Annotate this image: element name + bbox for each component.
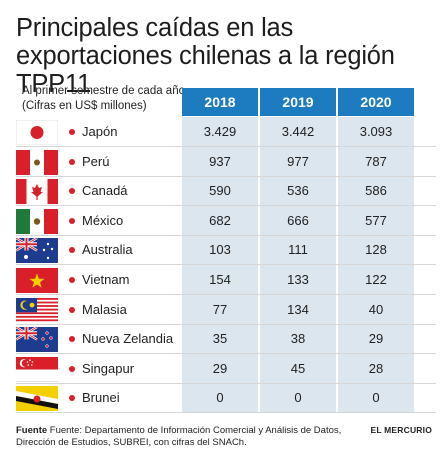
malaysia-flag <box>16 297 58 323</box>
value-cell-2020: 40 <box>368 301 384 317</box>
value-cell-2019: 0 <box>294 390 302 406</box>
value-cell-2020: 586 <box>365 183 387 199</box>
table-row: Canadá 590 536 586 <box>16 176 436 207</box>
row-divider <box>16 294 436 295</box>
value-cell-2018: 3.429 <box>203 124 237 139</box>
bullet-icon <box>69 277 75 283</box>
table-row: Japón 3.429 3.442 3.093 <box>16 117 436 147</box>
value-cell-2018: 0 <box>216 390 224 406</box>
value-cell-2019: 134 <box>287 301 309 317</box>
brunei-flag <box>16 386 58 412</box>
year-header-2019: 2019 <box>260 88 336 116</box>
value-cell-2019: 666 <box>287 212 309 228</box>
value-cell-2018: 682 <box>209 212 231 228</box>
value-cell-2020: 128 <box>365 242 387 258</box>
source-note: Fuente Fuente: Departamento de Informaci… <box>16 425 356 449</box>
bullet-icon <box>69 188 75 195</box>
value-cell-2020: 29 <box>368 331 384 347</box>
year-header-2018: 2018 <box>182 88 258 116</box>
row-divider <box>16 175 436 177</box>
mexico-flag <box>16 208 58 234</box>
value-cell-2019: 45 <box>290 360 306 376</box>
value-cell-2018: 77 <box>212 301 228 317</box>
value-cell-2020: 0 <box>372 390 380 406</box>
australia-flag <box>16 238 58 264</box>
row-divider <box>16 264 436 266</box>
row-divider <box>16 146 436 147</box>
value-cell-2020: 787 <box>365 153 387 169</box>
country-name: México <box>82 212 124 228</box>
table-row: Singapur 29 45 28 <box>16 354 436 384</box>
bullet-icon <box>69 306 75 313</box>
value-cell-2019: 133 <box>287 272 309 287</box>
singapore-flag <box>16 356 58 382</box>
country-name: Japón <box>82 124 118 139</box>
row-divider <box>16 234 436 236</box>
bullet-icon <box>69 158 75 165</box>
row-divider <box>16 205 436 207</box>
row-divider <box>16 382 436 384</box>
country-name: Malasia <box>82 301 127 317</box>
country-name: Brunei <box>82 390 120 406</box>
row-divider <box>16 323 436 325</box>
row-divider <box>16 353 436 355</box>
peru-flag <box>16 149 58 175</box>
value-cell-2020: 28 <box>368 360 384 376</box>
value-cell-2019: 536 <box>287 183 309 199</box>
table-row: Vietnam 154 133 122 <box>16 265 436 295</box>
vietnam-flag <box>16 268 58 293</box>
table-row: Perú 937 977 787 <box>16 147 436 177</box>
country-name: Australia <box>82 242 133 258</box>
new-zealand-flag <box>16 327 58 353</box>
country-name: Nueva Zelandia <box>82 331 174 347</box>
source-label: Fuente <box>16 425 48 436</box>
value-cell-2019: 38 <box>290 331 306 347</box>
bullet-icon <box>69 365 75 372</box>
country-name: Vietnam <box>82 272 130 287</box>
bullet-icon <box>69 336 75 343</box>
value-cell-2020: 122 <box>365 272 387 287</box>
value-cell-2020: 577 <box>365 212 387 228</box>
table-row: Australia 103 111 128 <box>16 235 436 266</box>
bullet-icon <box>69 247 75 254</box>
year-header-2020: 2020 <box>338 88 414 116</box>
table-row: Brunei 0 0 0 <box>16 383 436 414</box>
table-row: Nueva Zelandia 35 38 29 <box>16 324 436 355</box>
brand-name: EL MERCURIO <box>370 425 432 435</box>
chart-subtitle: Al primer semestre de cada año (Cifras e… <box>22 85 185 112</box>
value-cell-2018: 154 <box>209 272 231 287</box>
canada-flag <box>16 179 58 205</box>
country-name: Singapur <box>82 360 135 376</box>
country-name: Perú <box>82 153 110 169</box>
value-cell-2018: 937 <box>209 153 231 169</box>
chart-title: Principales caídas en las exportaciones … <box>16 14 395 98</box>
value-cell-2019: 111 <box>288 242 308 258</box>
value-cell-2019: 977 <box>287 153 309 169</box>
bullet-icon <box>69 217 75 224</box>
value-cell-2018: 103 <box>209 242 231 258</box>
bullet-icon <box>69 395 75 402</box>
value-cell-2018: 590 <box>209 183 231 199</box>
value-cell-2018: 29 <box>212 360 228 376</box>
table-row: México 682 666 577 <box>16 206 436 236</box>
value-cell-2019: 3.442 <box>281 124 315 139</box>
table-row: Malasia 77 134 40 <box>16 295 436 325</box>
value-cell-2020: 3.093 <box>359 124 393 139</box>
country-name: Canadá <box>82 183 128 199</box>
source-text: Fuente: Departamento de Información Come… <box>16 425 342 448</box>
row-divider <box>16 412 436 414</box>
bullet-icon <box>69 129 75 135</box>
value-cell-2018: 35 <box>212 331 228 347</box>
japan-flag <box>16 120 58 145</box>
